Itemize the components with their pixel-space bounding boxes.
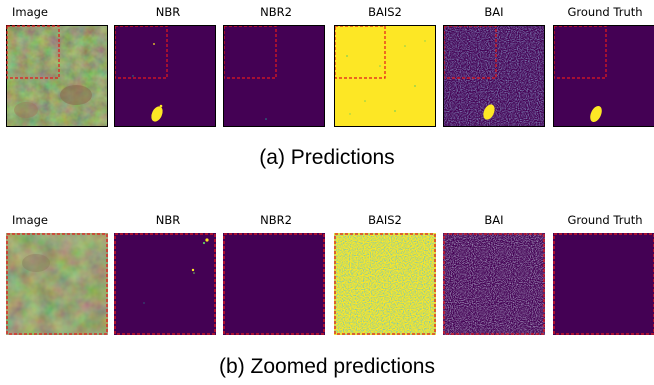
- col-title-nbr-a: NBR: [155, 5, 181, 19]
- col-title-nbr-b: NBR: [155, 213, 181, 227]
- col-title-bai-a: BAI: [484, 5, 504, 19]
- nbr-panel-a: [114, 25, 216, 127]
- col-title-bai-b: BAI: [484, 213, 504, 227]
- col-title-image-a: Image: [11, 5, 49, 19]
- ground-truth-panel-b: [553, 233, 654, 335]
- col-title-ground-truth-b: Ground Truth: [567, 213, 643, 227]
- col-title-nbr2-a: NBR2: [260, 5, 292, 19]
- nbr-panel-b: [114, 233, 216, 335]
- nbr2-panel-a: [223, 25, 325, 127]
- bais2-panel-a: [334, 25, 436, 127]
- bai-panel-a: [443, 25, 545, 127]
- image-panel-a: [6, 25, 108, 127]
- col-title-nbr2-b: NBR2: [260, 213, 292, 227]
- image-panel-b: [6, 233, 108, 335]
- ground-truth-panel-a: [553, 25, 654, 127]
- nbr2-panel-b: [223, 233, 325, 335]
- bai-panel-b: [443, 233, 545, 335]
- col-title-bais2-b: BAIS2: [368, 213, 402, 227]
- bais2-panel-b: [334, 233, 436, 335]
- col-title-ground-truth-a: Ground Truth: [567, 5, 643, 19]
- col-title-bais2-a: BAIS2: [368, 5, 402, 19]
- caption-b: (b) Zoomed predictions: [219, 355, 435, 378]
- caption-a: (a) Predictions: [259, 146, 395, 169]
- col-title-image-b: Image: [11, 213, 49, 227]
